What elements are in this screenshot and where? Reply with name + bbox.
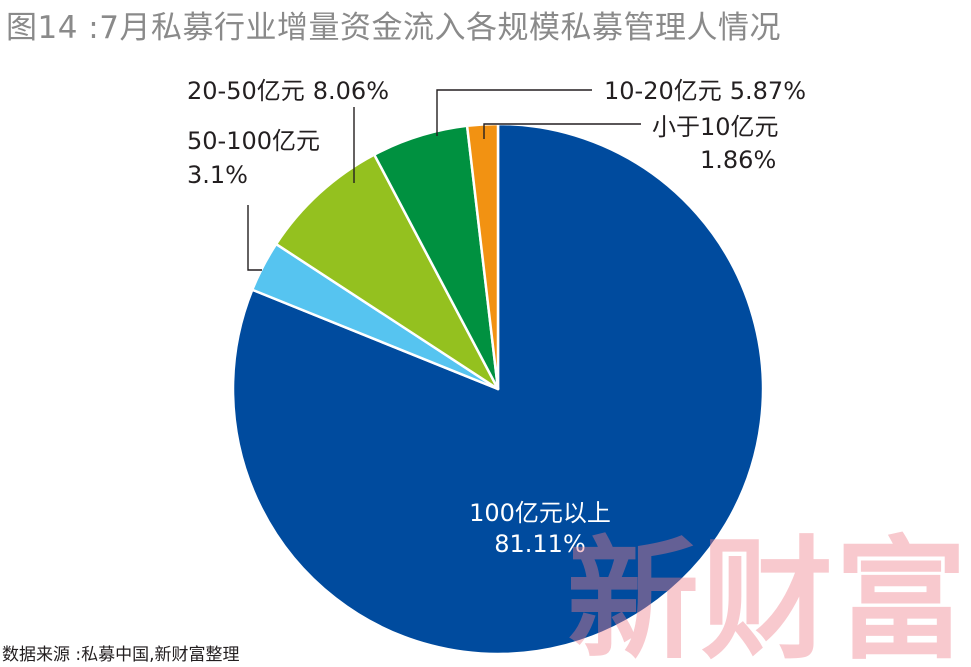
slice-value-4: 1.86% xyxy=(700,146,776,174)
leader-lines xyxy=(247,89,641,271)
pie-slices xyxy=(231,122,765,656)
slice-label-2: 20-50亿元 xyxy=(187,77,305,105)
source-note: 数据来源 :私募中国,新财富整理 xyxy=(2,645,240,665)
slice-text-4-1: 1.86% xyxy=(700,146,776,174)
slice-label-0: 100亿元以上 xyxy=(469,499,611,527)
slice-text-2-0: 20-50亿元 8.06% xyxy=(187,77,389,105)
leader-line-3 xyxy=(436,89,592,136)
slice-label-4: 小于10亿元 xyxy=(652,113,779,141)
slice-label-3: 10-20亿元 xyxy=(604,77,722,105)
slice-text-0-1: 81.11% xyxy=(494,530,586,558)
chart-title: 图14 :7月私募行业增量资金流入各规模私募管理人情况 xyxy=(6,10,781,46)
pie-slice-2 xyxy=(274,153,500,391)
slice-value-3: 5.87% xyxy=(730,77,806,105)
leader-line-1 xyxy=(247,205,262,271)
slice-value-1: 3.1% xyxy=(187,161,248,189)
slice-text-1-0: 50-100亿元 xyxy=(187,127,320,155)
slice-text-1-1: 3.1% xyxy=(187,161,248,189)
slice-value-0: 81.11% xyxy=(494,530,586,558)
slice-labels: 100亿元以上 81.11% 50-100亿元 3.1% 20-50亿元 8.06% 10-… xyxy=(187,77,806,558)
leader-line-4 xyxy=(483,123,641,139)
slice-value-2: 8.06% xyxy=(313,77,389,105)
slice-label-1: 50-100亿元 xyxy=(187,127,320,155)
slice-text-4-0: 小于10亿元 xyxy=(652,113,779,141)
slice-text-3-0: 10-20亿元 5.87% xyxy=(604,77,806,105)
slice-text-0-0: 100亿元以上 xyxy=(469,499,611,527)
